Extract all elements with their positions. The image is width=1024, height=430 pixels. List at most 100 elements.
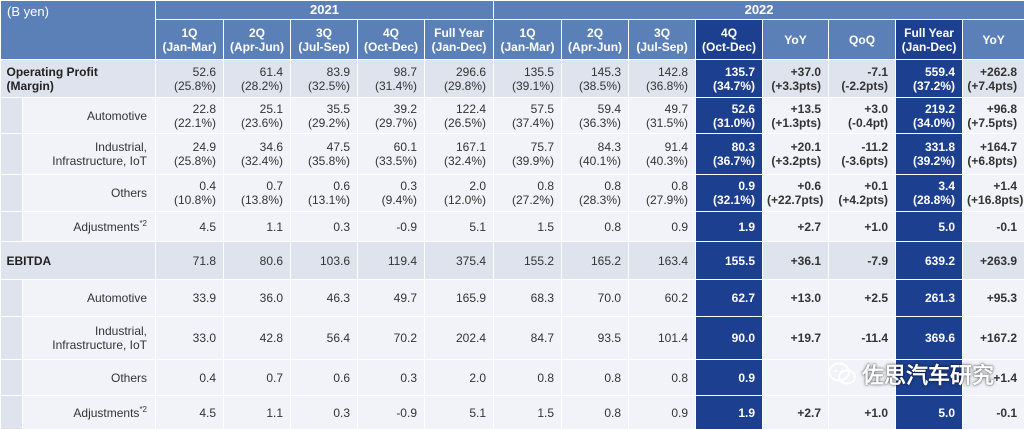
value: 61.4	[228, 65, 283, 79]
cell-value: +2.7	[763, 396, 829, 430]
cell-value: -0.9	[358, 396, 425, 430]
cell-value: 119.4	[358, 242, 425, 280]
margin-value: (31.4%)	[362, 79, 417, 93]
value: 0.6	[295, 371, 350, 385]
cell-value: 33.0	[156, 317, 224, 360]
cell-value: 0.3	[291, 212, 358, 242]
column-header: 3Q(Jul-Sep)	[629, 20, 696, 60]
column-header: 1Q(Jan-Mar)	[494, 20, 562, 60]
column-header: Full Year(Jan-Dec)	[425, 20, 494, 60]
margin-value: (32.1%)	[700, 193, 755, 207]
margin-value: (+1.3pts)	[767, 116, 821, 130]
value: 5.0	[900, 406, 955, 420]
value: 47.5	[295, 140, 350, 154]
column-header-label: 2Q	[228, 26, 286, 40]
value: +96.8	[967, 102, 1017, 116]
cell-value: 103.6	[291, 242, 358, 280]
margin-value: (+22.7pts)	[767, 193, 821, 207]
value: 2.0	[429, 371, 486, 385]
cell-value: 2.0	[425, 360, 494, 396]
column-header-label: YoY	[967, 33, 1020, 47]
cell-value: -0.1	[963, 396, 1024, 430]
column-header-label: 2Q	[566, 26, 624, 40]
cell-value: 167.1(32.4%)	[425, 134, 494, 175]
row-indent	[1, 98, 23, 134]
row-label: Others	[23, 175, 156, 212]
cell-value: 39.2(29.7%)	[358, 98, 425, 134]
value: +13.0	[767, 291, 821, 305]
cell-value: 84.3(40.1%)	[562, 134, 629, 175]
wechat-icon	[828, 362, 856, 386]
footnote-marker: *2	[139, 405, 147, 414]
cell-value: 70.2	[358, 317, 425, 360]
value: 0.7	[228, 371, 283, 385]
value: 375.4	[429, 254, 486, 268]
value: 0.3	[295, 406, 350, 420]
value: 0.9	[700, 371, 755, 385]
cell-value: 375.4	[425, 242, 494, 280]
margin-value: (35.8%)	[295, 154, 350, 168]
margin-value: (+7.5pts)	[967, 116, 1017, 130]
value: 70.2	[362, 331, 417, 345]
value: 0.7	[228, 179, 283, 193]
value: 135.7	[700, 65, 755, 79]
value: 0.3	[362, 179, 417, 193]
cell-value: 4.5	[156, 396, 224, 430]
value: 296.6	[429, 65, 486, 79]
year-2022-header: 2022	[494, 1, 1024, 20]
cell-value	[763, 360, 829, 396]
cell-value: 83.9(32.5%)	[291, 60, 358, 98]
cell-value: 36.0	[224, 280, 291, 317]
value: 155.5	[700, 254, 755, 268]
margin-value: (25.8%)	[160, 154, 216, 168]
column-header-period: (Jan-Dec)	[429, 40, 489, 54]
value: -11.4	[833, 331, 888, 345]
value: 0.8	[633, 371, 688, 385]
cell-value: +13.0	[763, 280, 829, 317]
value: 0.6	[295, 179, 350, 193]
watermark-text: 佐思汽车研究	[862, 358, 994, 390]
column-header-label: 4Q	[700, 26, 758, 40]
cell-value: 49.7(31.5%)	[629, 98, 696, 134]
cell-value: 122.4(26.5%)	[425, 98, 494, 134]
value: 33.9	[160, 291, 216, 305]
value: 42.8	[228, 331, 283, 345]
cell-value: 155.2	[494, 242, 562, 280]
value: 5.1	[429, 406, 486, 420]
cell-value: 98.7(31.4%)	[358, 60, 425, 98]
value: 0.4	[160, 179, 216, 193]
value: 52.6	[160, 65, 216, 79]
value: 91.4	[633, 140, 688, 154]
cell-value: 5.1	[425, 212, 494, 242]
cell-value: 47.5(35.8%)	[291, 134, 358, 175]
cell-value: 57.5(37.4%)	[494, 98, 562, 134]
cell-value: 0.9	[629, 212, 696, 242]
cell-value: 142.8(36.8%)	[629, 60, 696, 98]
margin-value: (40.1%)	[566, 154, 621, 168]
value: 83.9	[295, 65, 350, 79]
column-header-period: (Jan-Mar)	[160, 40, 219, 54]
margin-value: (-0.4pt)	[833, 116, 888, 130]
cell-value: +167.2	[963, 317, 1024, 360]
value: 98.7	[362, 65, 417, 79]
cell-value: 0.7(13.8%)	[224, 175, 291, 212]
margin-value: (+4.2pts)	[833, 193, 888, 207]
value: +263.9	[967, 254, 1017, 268]
value: 93.5	[566, 331, 621, 345]
value: 71.8	[160, 254, 216, 268]
cell-value: 165.9	[425, 280, 494, 317]
column-header-label: Full Year	[429, 26, 489, 40]
margin-value: (27.9%)	[633, 193, 688, 207]
margin-value: (-3.6pts)	[833, 154, 888, 168]
cell-value: +2.7	[763, 212, 829, 242]
value: 1.5	[498, 220, 554, 234]
cell-value: 35.5(29.2%)	[291, 98, 358, 134]
margin-value: (29.8%)	[429, 79, 486, 93]
cell-value: 68.3	[494, 280, 562, 317]
cell-value: 0.7	[224, 360, 291, 396]
column-header: QoQ	[829, 20, 896, 60]
value: 0.3	[295, 220, 350, 234]
value: 49.7	[633, 102, 688, 116]
